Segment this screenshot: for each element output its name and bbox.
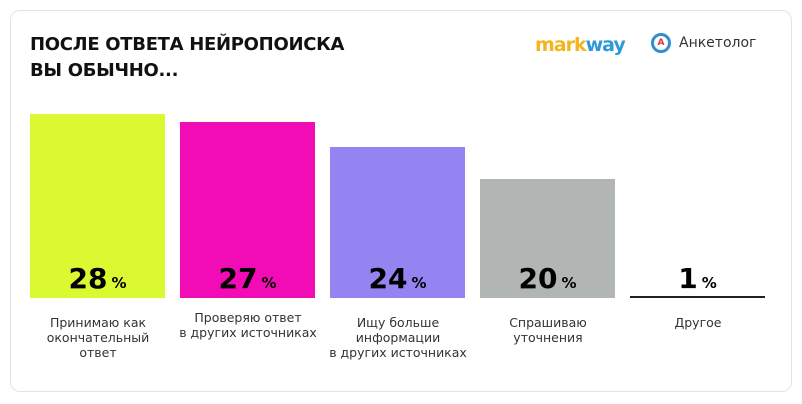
unit: % (111, 274, 127, 292)
title-line: ПОСЛЕ ОТВЕТА НЕЙРОПОИСКА (30, 34, 345, 55)
value: 24 (368, 262, 408, 295)
chart-card (10, 10, 792, 392)
bar (630, 296, 765, 298)
logo-text: mark (535, 34, 587, 56)
bar (30, 114, 165, 298)
label-line: Проверяю ответ (194, 310, 302, 325)
label-line: Принимаю как (49, 315, 147, 330)
category-label: Проверяю ответ в других источниках (168, 310, 328, 340)
label-line: Другое (674, 315, 722, 330)
bar (480, 179, 615, 298)
unit: % (701, 274, 717, 292)
unit: % (261, 274, 277, 292)
title-line: ВЫ ОБЫЧНО... (30, 60, 179, 81)
value: 1 (678, 262, 698, 295)
category-label: Принимаю как окончательный ответ (18, 315, 178, 360)
data-label: 28% (30, 262, 165, 295)
value: 28 (68, 262, 108, 295)
label-line: ответ (79, 345, 117, 360)
anketolog-icon: А (651, 33, 671, 53)
bar (180, 122, 315, 298)
label-line: в других источниках (179, 325, 317, 340)
anketolog-logo: А Анкетолог (651, 33, 756, 53)
value: 20 (518, 262, 558, 295)
label-line: уточнения (513, 330, 583, 345)
logo-text: Анкетолог (679, 35, 757, 51)
value: 27 (218, 262, 258, 295)
data-label: 20% (480, 262, 615, 295)
label-line: Спрашиваю (509, 315, 587, 330)
category-label: Спрашиваю уточнения (468, 315, 628, 345)
category-label: Ищу больше информации в других источниках (318, 315, 478, 360)
data-label: 24% (330, 262, 465, 295)
category-label: Другое (618, 315, 778, 330)
unit: % (561, 274, 577, 292)
unit: % (411, 274, 427, 292)
label-line: окончательный (46, 330, 150, 345)
logo-text: way (585, 34, 626, 56)
data-label: 27% (180, 262, 315, 295)
chart-title: ПОСЛЕ ОТВЕТА НЕЙРОПОИСКА ВЫ ОБЫЧНО... (30, 32, 344, 84)
label-line: информации (355, 330, 441, 345)
label-line: Ищу больше (356, 315, 440, 330)
label-line: в других источниках (329, 345, 467, 360)
data-label: 1% (630, 262, 765, 295)
markway-logo: markway (535, 34, 626, 56)
bar (330, 146, 465, 298)
